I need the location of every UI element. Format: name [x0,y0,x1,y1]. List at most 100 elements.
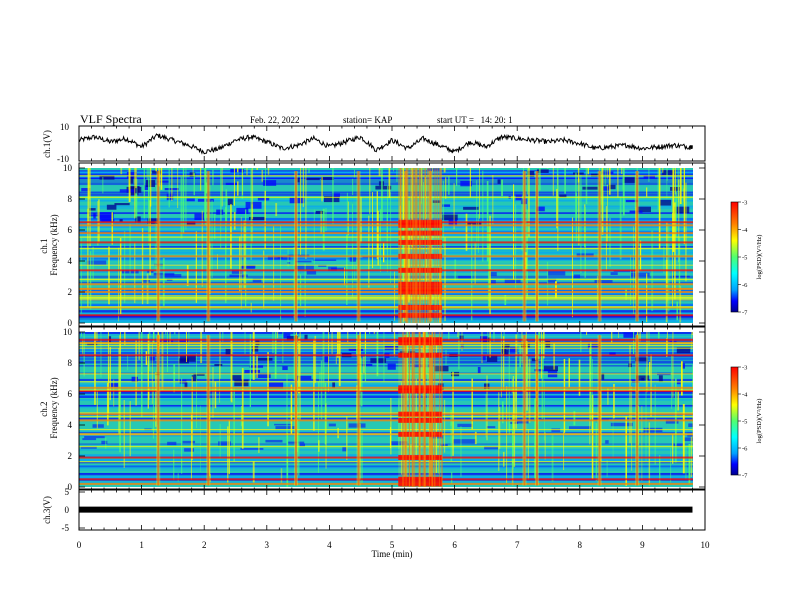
ch2-spectrogram-ytick-label: 0 [68,482,73,492]
ch2-spectrogram-vertical-streak [282,332,284,363]
ch2-spectrogram-burst-streak [408,332,410,487]
ch2-spectrogram-low-power-stripe [79,459,693,462]
ch1-spectrogram-vertical-streak [332,168,334,224]
ch1-spectrogram-low-power-stripe [79,170,693,172]
ch2-spectrogram-vertical-streak [124,332,126,345]
time-tick-label: 2 [202,540,207,550]
ch2-spectrogram-low-power-patch [453,439,476,444]
ch2-spectrogram-vertical-streak [169,332,171,345]
ch2-spectrogram-vertical-streak [383,332,385,382]
ch2-spectrogram-low-power-patch [507,346,518,353]
ch2-spectrogram-vertical-streak [151,340,153,404]
ch1-spectrogram-vertical-streak [280,224,282,320]
ch2-spectrogram-vertical-streak [517,332,519,358]
ch2-spectrogram-vertical-streak [681,361,683,396]
ch1-spectrogram-low-power-patch [216,209,224,215]
ch2-spectrogram-band [79,342,693,344]
time-tick-label: 9 [640,540,645,550]
ch1-spectrogram-low-power-patch [331,267,346,271]
ch1-spectrogram-vertical-streak [382,242,385,263]
ch2-spectrogram-low-power-patch [605,440,609,444]
ch1-spectrogram-burst-halo [206,171,211,322]
ch1-spectrogram-vertical-streak [402,168,404,224]
ch2-spectrogram-panel: 10 8 6 4 2 0 ch.2 Frequency (kHz) [39,326,706,492]
ch2-spectrogram-vertical-streak [525,365,528,385]
ch1-spectrogram-burst-band [398,219,443,225]
ch1-spectrogram-vertical-streak [580,175,582,274]
ch1-spectrogram-burst [535,171,538,322]
ch1-spectrogram-vertical-streak [264,190,266,250]
ch1-spectrogram-vertical-streak [474,242,476,285]
ch1-spectrogram-vertical-streak [439,267,441,323]
ch2-spectrogram-vertical-streak [450,472,453,485]
ch2-spectrogram-vertical-streak [346,416,348,460]
ch1-spectrogram-vertical-streak [663,246,665,274]
ch1-spectrogram-vertical-streak [486,181,489,262]
ch1-spectrogram-vertical-streak [325,208,327,232]
ch1-spectrogram-low-power-stripe [79,173,693,176]
ch1-spectrogram-burst-streak [418,168,420,323]
ch2-spectrogram-burst-streak [433,332,435,487]
ch2-spectrogram-low-power-patch [328,423,336,427]
ch1-spectrogram-band [79,278,693,281]
ch2-spectrogram-burst-streak [424,332,426,487]
ch2-spectrogram-vertical-streak [443,399,446,453]
ch1-spectrogram-vertical-streak [273,226,275,301]
ch2-spectrogram-burst-streak [414,332,416,487]
ch1-spectrogram-vertical-streak [293,246,295,318]
ch1-spectrogram-burst-streak [440,168,442,323]
ch1-spectrogram-vertical-streak [128,168,131,202]
ch2-spectrogram-vertical-streak [421,347,423,379]
ch1-spectrogram-vertical-streak [482,170,484,262]
ch2-spectrogram-low-power-patch [634,357,648,362]
ch2-spectrogram-bright-band [79,456,693,459]
ch2-spectrogram-burst-streak [412,332,414,487]
ch1-spectrogram-burst-halo [534,171,539,322]
ch2-spectrogram-low-power-stripe [79,394,693,397]
ch2-spectrogram-low-power-patch [623,332,636,338]
ch1-spectrogram-low-power-stripe [79,177,693,180]
ch2-spectrogram-vertical-streak [670,447,672,483]
ch1-spectrogram-vertical-streak [204,168,207,225]
ch1-spectrogram-vertical-streak [635,207,637,299]
ch2-spectrogram-vertical-streak [373,332,376,334]
ch3-ytick-label: -5 [62,523,70,533]
ch1-spectrogram-low-power-patch [263,180,277,186]
ch2-spectrogram-burst-halo [428,335,433,486]
ch2-spectrogram-low-power-stripe [79,334,693,336]
ch1-spectrogram-low-power-patch [375,185,392,190]
ch2-spectrogram-vertical-streak [296,432,299,453]
ch2-spectrogram-vertical-streak [563,432,565,471]
ch2-spectrogram-vertical-streak [318,440,320,452]
ch2-spectrogram-low-power-patch [108,383,119,388]
ch1-spectrogram-vertical-streak [564,168,566,194]
ch1-spectrogram-vertical-streak [674,168,676,195]
ch1-spectrogram-vertical-streak [302,168,304,207]
ch1-spectrogram-vertical-streak [267,168,270,175]
ch2-spectrogram-vertical-streak [666,332,668,357]
ch2-spectrogram-burst [207,335,210,486]
ch2-spectrogram-burst-streak [419,332,421,487]
ch1-spectrogram-low-power-stripe [79,312,693,315]
ch2-spectrogram-burst [598,335,601,486]
ch1-spectrogram-low-power-stripe [79,320,693,323]
ch1-spectrogram-vertical-streak [155,168,157,172]
ch1-spectrogram-bright-band [79,283,693,286]
ch1-spectrogram-bright-band [79,241,693,244]
ch1-spectrogram-vertical-streak [240,217,242,309]
ch2-spectrogram-band [79,412,693,414]
ch1-spectrogram-bright-band [79,224,693,227]
ch1-spectrogram-burst-streak [428,168,430,323]
ch2-spectrogram-vertical-streak [338,332,341,387]
ch1-spectrogram-vertical-streak [439,248,441,259]
ch2-spectrogram-low-power-patch [673,443,683,447]
ch1-spectrogram-vertical-streak [601,168,604,235]
ch1-spectrogram-vertical-streak [381,168,383,221]
ch2-spectrogram-vertical-streak [118,335,121,419]
ch1-spectrogram-vertical-streak [377,210,380,266]
ch1-spectrogram-burst-band [398,239,443,245]
ch2-spectrogram-bright-band [79,386,693,389]
ch1-spectrogram-vertical-streak [388,168,391,198]
ch2-spectrogram-vertical-streak [258,437,260,453]
